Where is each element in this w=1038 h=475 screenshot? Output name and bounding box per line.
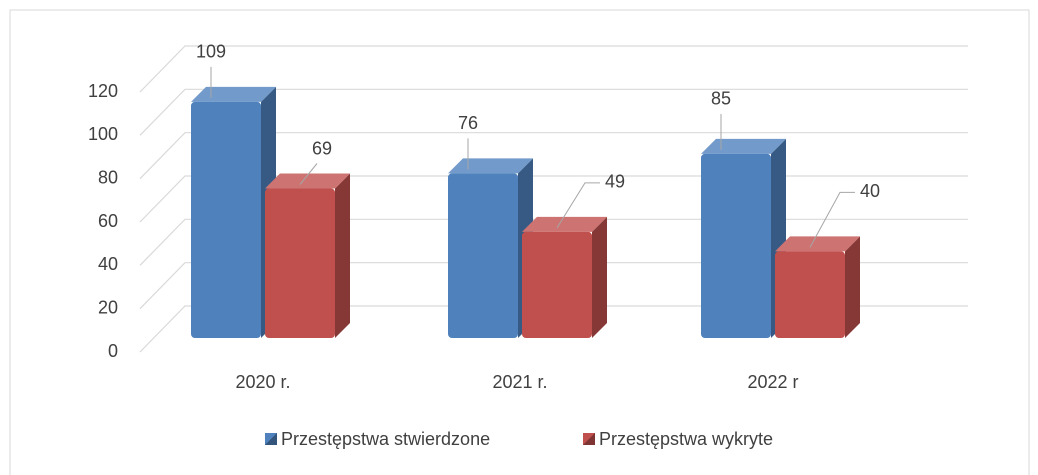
y-tick-label: 120: [88, 81, 118, 101]
bar-front: [522, 231, 592, 338]
y-tick-label: 60: [98, 211, 118, 231]
grid-line: [139, 132, 968, 180]
bar: [191, 86, 276, 338]
bar-side: [592, 216, 607, 338]
bar: [265, 173, 350, 338]
leader-line: [299, 163, 318, 185]
bar-top: [191, 86, 276, 102]
bar-top: [775, 236, 860, 252]
bar-top: [701, 138, 786, 154]
bar: [522, 216, 607, 338]
leader-line: [809, 191, 855, 248]
bar: [775, 236, 860, 338]
y-tick-label: 40: [98, 254, 118, 274]
bar-front: [775, 251, 845, 338]
leader-line: [556, 182, 600, 229]
data-label: 69: [312, 138, 332, 158]
bar-front: [701, 153, 771, 338]
data-label: 85: [711, 89, 731, 109]
bar-side: [845, 236, 860, 338]
bar-top: [522, 216, 607, 232]
data-label: 109: [196, 42, 226, 62]
y-tick-label: 100: [88, 124, 118, 144]
legend-swatch-shade: [265, 433, 277, 445]
bar: [448, 158, 533, 338]
grid-line: [139, 45, 968, 93]
data-label: 40: [860, 181, 880, 201]
bar-top: [448, 158, 533, 174]
data-label: 49: [605, 172, 625, 192]
y-tick-label: 80: [98, 167, 118, 187]
bar-front: [265, 188, 335, 338]
y-tick-label: 20: [98, 297, 118, 317]
legend-label: Przestępstwa stwierdzone: [281, 429, 490, 449]
legend-label: Przestępstwa wykryte: [599, 429, 773, 449]
grid-line: [139, 88, 968, 136]
bar-top: [265, 173, 350, 189]
legend-swatch-shade: [583, 433, 595, 445]
x-tick-label: 2021 r.: [492, 372, 547, 392]
bar-side: [335, 173, 350, 338]
data-label: 76: [458, 113, 478, 133]
y-tick-label: 0: [108, 341, 118, 361]
x-tick-label: 2022 r: [747, 372, 798, 392]
x-tick-label: 2020 r.: [235, 372, 290, 392]
bar: [701, 138, 786, 338]
bar-front: [191, 101, 261, 338]
bar-front: [448, 173, 518, 338]
